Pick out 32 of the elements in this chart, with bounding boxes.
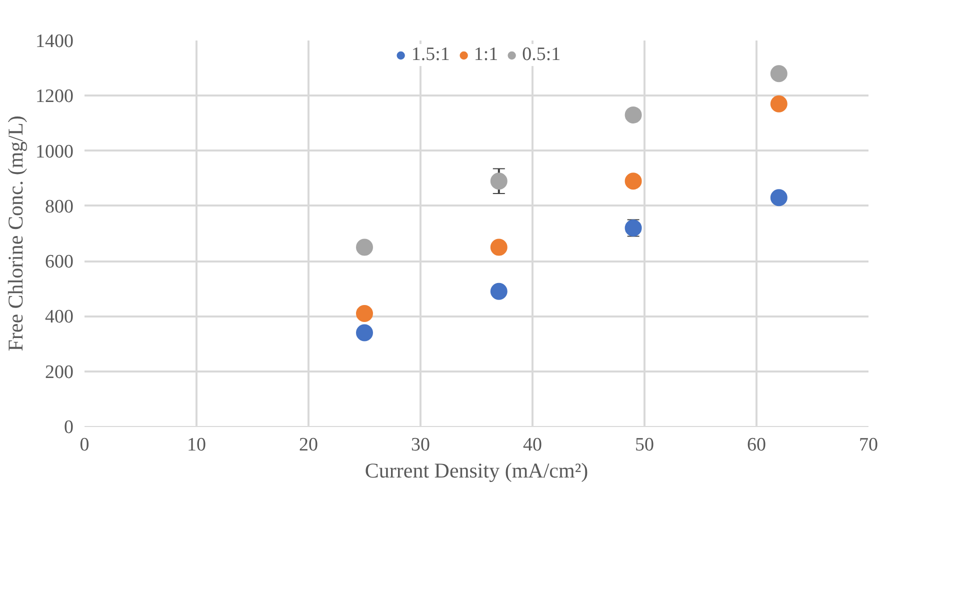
- x-tick-label: 50: [635, 434, 654, 456]
- x-tick-label: 40: [523, 434, 542, 456]
- point: [770, 65, 788, 82]
- y-tick-label: 1400: [36, 31, 74, 52]
- point: [490, 172, 508, 190]
- x-tick-label: 10: [187, 434, 206, 456]
- x-tick-label: 0: [80, 434, 90, 456]
- point: [624, 172, 642, 190]
- x-tick-label: 30: [411, 434, 430, 456]
- x-tick-label: 20: [299, 434, 318, 456]
- point: [770, 95, 788, 112]
- x-axis-title: Current Density (mA/cm²): [364, 458, 588, 482]
- x-tick-label: 60: [747, 434, 766, 456]
- y-tick-label: 1200: [36, 86, 74, 108]
- x-tick-label: 70: [859, 434, 878, 456]
- point: [356, 324, 373, 342]
- legend-label: 1:1: [474, 44, 498, 66]
- point: [624, 106, 642, 124]
- y-tick-label: 1000: [36, 141, 74, 162]
- y-tick-label: 200: [45, 362, 74, 383]
- point: [490, 282, 508, 300]
- point: [770, 189, 788, 206]
- point: [490, 238, 508, 256]
- legend-label: 1.5:1: [411, 44, 450, 66]
- y-tick-label: 0: [64, 417, 74, 438]
- y-tick-label: 400: [45, 306, 74, 328]
- y-axis-title: Free Chlorine Conc. (mg/L): [4, 116, 28, 352]
- y-tick-label: 600: [45, 252, 74, 273]
- y-tick-label: 800: [45, 196, 74, 218]
- point: [356, 238, 373, 256]
- legend-label: 0.5:1: [522, 44, 561, 66]
- point: [356, 304, 373, 322]
